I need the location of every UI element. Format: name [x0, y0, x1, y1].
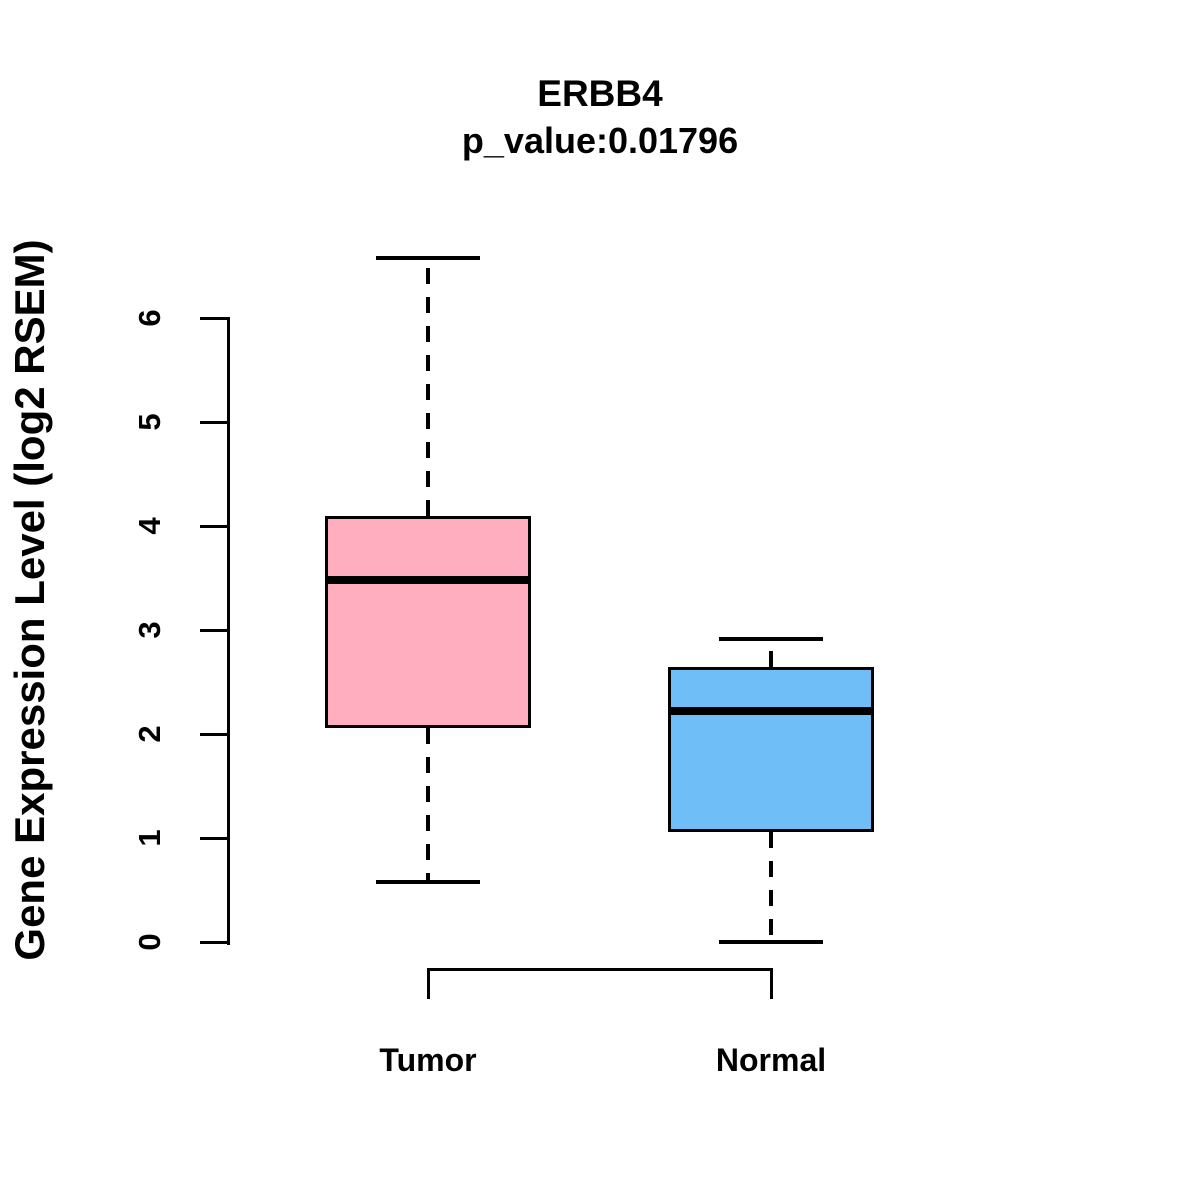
- y-axis-tick: [200, 941, 230, 944]
- x-axis-label-normal: Normal: [715, 1042, 827, 1078]
- y-axis-tick: [200, 733, 230, 736]
- upper-whisker-cap-tumor: [376, 256, 480, 260]
- y-axis-tick-label: 3: [132, 621, 167, 639]
- comparison-bracket-bar: [427, 968, 773, 971]
- upper-whisker-cap-normal: [719, 637, 823, 641]
- chart-title: ERBB4: [537, 73, 663, 114]
- y-axis-tick-label: 1: [132, 829, 167, 847]
- y-axis-tick-label: 4: [132, 517, 167, 535]
- lower-whisker-tumor: [426, 728, 430, 882]
- comparison-bracket-tick-left: [427, 968, 430, 999]
- upper-whisker-tumor: [426, 258, 430, 516]
- y-axis-tick-label: 2: [132, 725, 167, 743]
- comparison-bracket-tick-right: [770, 968, 773, 999]
- lower-whisker-cap-tumor: [376, 880, 480, 884]
- chart-subtitle-pvalue: p_value:0.01796: [461, 120, 739, 162]
- y-axis-tick: [200, 421, 230, 424]
- lower-whisker-normal: [769, 832, 773, 942]
- y-axis-tick: [200, 317, 230, 320]
- box-normal: [668, 667, 874, 832]
- upper-whisker-normal: [769, 639, 773, 667]
- title-block: ERBB4 p_value:0.01796: [230, 70, 970, 165]
- x-axis-label-tumor: Tumor: [379, 1042, 477, 1078]
- y-axis-tick: [200, 525, 230, 528]
- y-axis-tick: [200, 837, 230, 840]
- y-axis-tick-label: 0: [132, 933, 167, 951]
- box-tumor: [325, 516, 531, 728]
- y-axis-tick-label: 6: [132, 309, 167, 327]
- y-axis-tick: [200, 629, 230, 632]
- median-line-tumor: [325, 576, 531, 584]
- y-axis-tick-label: 5: [132, 413, 167, 431]
- median-line-normal: [668, 707, 874, 715]
- lower-whisker-cap-normal: [719, 940, 823, 944]
- y-axis-title: Gene Expression Level (log2 RSEM): [6, 239, 53, 961]
